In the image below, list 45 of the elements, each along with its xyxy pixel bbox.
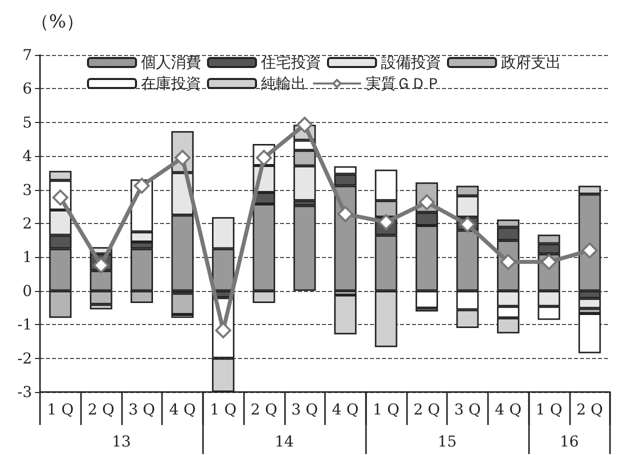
legend-label: 純輸出 bbox=[261, 74, 306, 92]
y-axis-title: （%） bbox=[31, 12, 84, 32]
legend-label: 設備投資 bbox=[381, 54, 441, 72]
x-tick-label: 2 Q bbox=[250, 400, 278, 418]
bar bbox=[334, 294, 357, 334]
x-tick-label: 4 Q bbox=[494, 400, 522, 418]
legend-label: 在庫投資 bbox=[141, 74, 201, 92]
x-tick-label: 2 Q bbox=[576, 400, 603, 418]
x-tick-label: 1 Q bbox=[210, 400, 237, 418]
x-tick-label: 1 Q bbox=[372, 400, 400, 418]
y-tick-label: 2 bbox=[22, 214, 32, 232]
y-tick-label: 7 bbox=[22, 46, 32, 64]
legend-label: 政府支出 bbox=[501, 54, 561, 72]
x-tick-label: 3 Q bbox=[128, 400, 156, 418]
x-tick-label: 3 Q bbox=[291, 400, 318, 418]
bar bbox=[171, 293, 194, 314]
point bbox=[337, 206, 354, 222]
text: 14 bbox=[274, 432, 294, 450]
x-tick-label: 2 Q bbox=[88, 400, 114, 418]
legend-label: 個人消費 bbox=[141, 54, 201, 72]
point bbox=[296, 116, 313, 133]
legend-label: 実質ＧＤＰ bbox=[366, 74, 441, 92]
y-tick-label: 5 bbox=[22, 113, 32, 132]
point bbox=[134, 178, 150, 194]
y-tick-label: -3 bbox=[17, 383, 32, 401]
x-tick-label: 4 Q bbox=[332, 400, 359, 418]
text: 16 bbox=[560, 432, 579, 450]
y-tick-label: -2 bbox=[17, 349, 32, 368]
legend-label: 住宅投資 bbox=[260, 54, 321, 72]
x-tick-label: 1 Q bbox=[536, 400, 562, 418]
y-tick-label: 1 bbox=[22, 248, 32, 266]
y-tick-label: -1 bbox=[17, 316, 32, 334]
x-tick-label: 1 Q bbox=[47, 400, 74, 418]
point bbox=[460, 216, 476, 233]
text: 13 bbox=[112, 432, 131, 450]
y-tick-label: 6 bbox=[22, 80, 32, 98]
point bbox=[540, 254, 557, 270]
y-tick-label: 3 bbox=[22, 180, 32, 199]
x-tick-label: 4 Q bbox=[169, 400, 196, 418]
y-tick-label: 0 bbox=[22, 282, 32, 300]
y-tick-label: 4 bbox=[22, 147, 32, 166]
x-tick-label: 3 Q bbox=[454, 400, 481, 418]
x-tick-label: 2 Q bbox=[413, 400, 440, 418]
point bbox=[582, 242, 598, 258]
text: 15 bbox=[438, 432, 457, 450]
